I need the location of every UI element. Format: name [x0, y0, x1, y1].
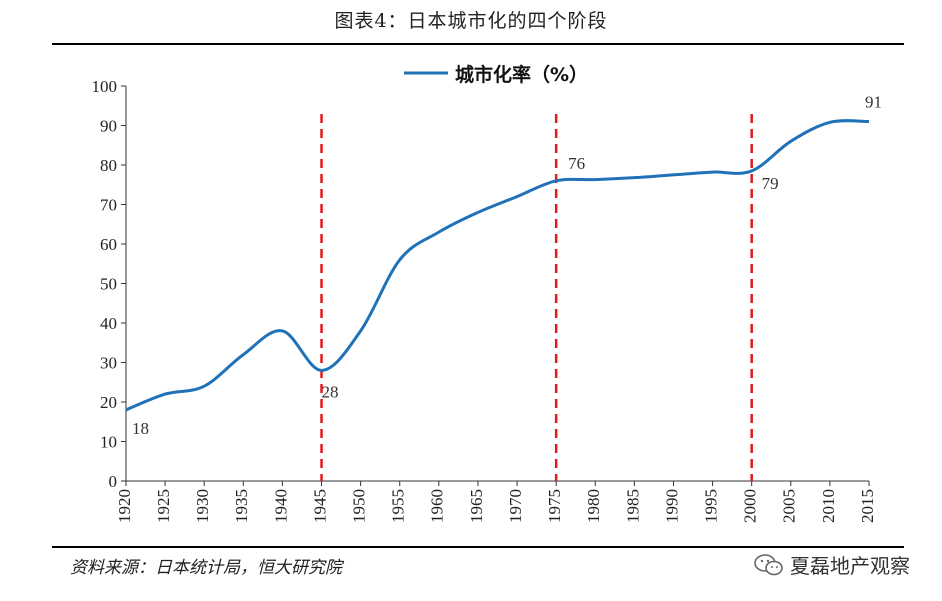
y-tick-label: 0 — [109, 472, 118, 491]
x-tick-label: 1950 — [350, 489, 369, 523]
y-tick-label: 80 — [100, 156, 117, 175]
x-tick-label: 1980 — [584, 489, 603, 523]
x-tick-label: 1960 — [428, 489, 447, 523]
y-tick-label: 60 — [100, 235, 117, 254]
data-label-1945: 28 — [322, 382, 339, 401]
chart-legend: 城市化率（%） — [404, 63, 588, 86]
top-rule — [52, 43, 904, 45]
x-tick-label: 1940 — [271, 489, 290, 523]
chart-axes — [125, 86, 869, 482]
y-tick-label: 100 — [92, 77, 118, 96]
wechat-icon — [754, 553, 783, 575]
watermark: 夏磊地产观察 — [754, 550, 910, 579]
y-tick-label: 10 — [100, 433, 117, 452]
x-tick-label: 1965 — [467, 489, 486, 523]
data-label-1975: 76 — [568, 154, 585, 173]
series-lines — [125, 119, 870, 412]
x-tick-label: 2010 — [819, 489, 838, 523]
y-tick-label: 20 — [100, 393, 117, 412]
y-tick-label: 40 — [100, 314, 117, 333]
y-axis-ticks: 0 10 20 30 40 50 60 70 80 90 100 — [92, 77, 126, 491]
data-label-1920: 18 — [132, 419, 149, 438]
stage-dividers — [320, 114, 753, 481]
data-label-2000: 79 — [762, 174, 779, 193]
x-axis-ticks: 1920 1925 1930 1935 1940 1945 1950 1955 1960 1965… — [115, 481, 877, 523]
x-tick-label: 1920 — [115, 489, 134, 523]
data-label-2015: 91 — [865, 93, 882, 112]
x-tick-label: 1955 — [389, 489, 408, 523]
series-line-0 — [125, 119, 870, 412]
bottom-rule — [52, 546, 904, 548]
figure-title: 图表4：日本城市化的四个阶段 — [334, 10, 608, 32]
x-tick-label: 2000 — [741, 489, 760, 523]
x-tick-label: 1935 — [232, 489, 251, 523]
y-tick-label: 70 — [100, 196, 117, 215]
source-note: 资料来源：日本统计局，恒大研究院 — [70, 558, 342, 578]
x-tick-label: 1925 — [154, 489, 173, 523]
x-tick-label: 1985 — [623, 489, 642, 523]
x-tick-label: 1945 — [310, 489, 329, 523]
x-tick-label: 2015 — [858, 489, 877, 523]
x-tick-label: 1995 — [701, 489, 720, 523]
x-tick-label: 1970 — [506, 489, 525, 523]
data-labels: 18 28 76 79 91 — [132, 93, 882, 438]
legend-label: 城市化率（%） — [455, 63, 588, 86]
y-tick-label: 90 — [100, 117, 117, 136]
watermark-text: 夏磊地产观察 — [790, 554, 910, 578]
x-tick-label: 1975 — [545, 489, 564, 523]
y-tick-label: 30 — [100, 354, 117, 373]
x-tick-label: 1930 — [193, 489, 212, 523]
x-tick-label: 1990 — [662, 489, 681, 523]
x-tick-label: 2005 — [780, 489, 799, 523]
y-tick-label: 50 — [100, 275, 117, 294]
